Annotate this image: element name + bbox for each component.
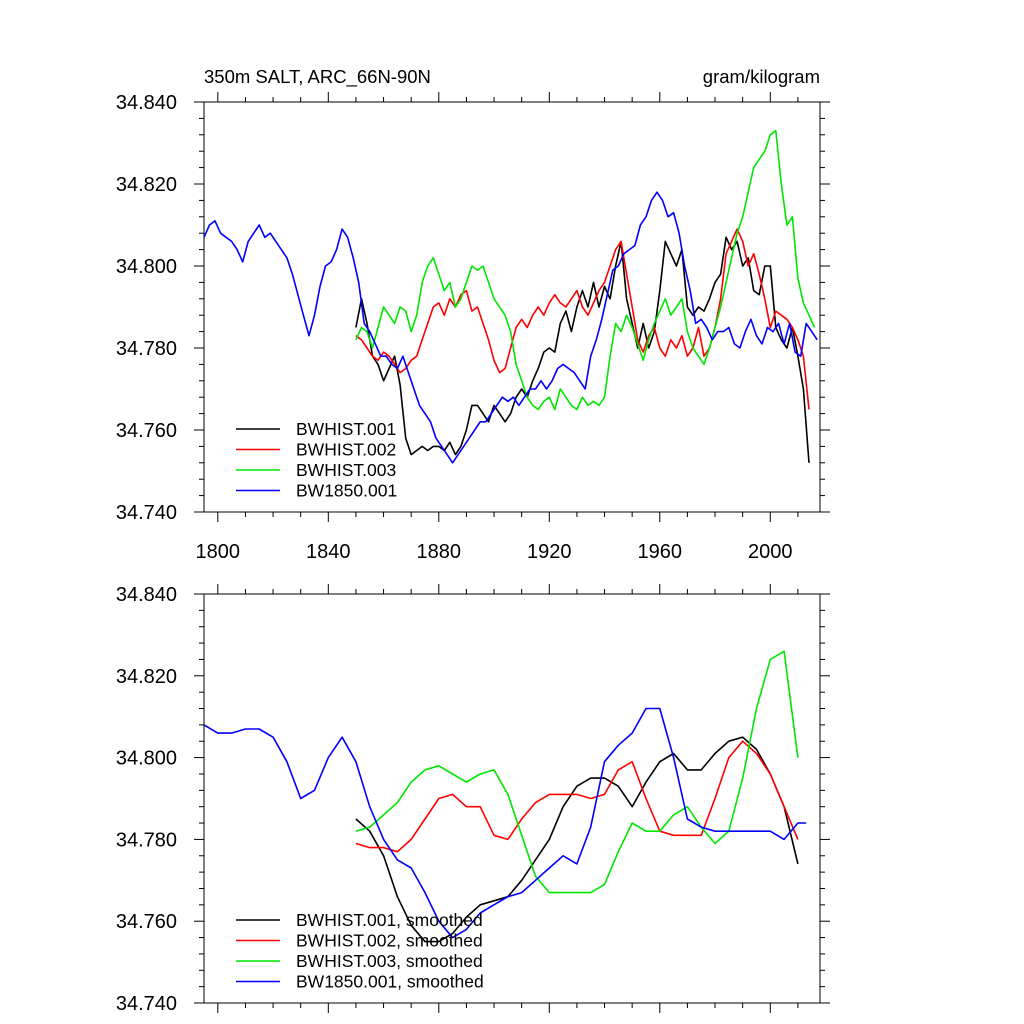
legend-label: BWHIST.001, smoothed [296, 910, 483, 930]
legend-label: BWHIST.003, smoothed [296, 951, 483, 971]
series-line-bwhist-003 [355, 129, 816, 411]
series-line-bwhist-001-smoothed [355, 736, 799, 943]
y-tick-label: 34.740 [116, 502, 177, 524]
series-line-bwhist-002-smoothed [355, 740, 799, 853]
plot-frame [203, 593, 821, 1004]
y-tick-label: 34.800 [116, 256, 177, 278]
plot-frame [203, 101, 821, 513]
top-title-left: 350m SALT, ARC_66N-90N [204, 66, 431, 88]
series-line-bwhist-001 [355, 236, 810, 463]
legend-label: BW1850.001 [296, 481, 397, 501]
legend-label: BWHIST.002 [296, 440, 396, 460]
x-tick-label: 2000 [748, 541, 793, 563]
top-title-right: gram/kilogram [703, 66, 820, 87]
legend-label: BWHIST.003 [296, 460, 396, 480]
legend-label: BWHIST.002, smoothed [296, 931, 483, 951]
series-line-bwhist-003-smoothed [355, 650, 799, 894]
y-tick-label: 34.780 [116, 338, 177, 360]
bottom-panel: 34.740 34.760 34.780 34.800 34.820 34.840 BWHI… [116, 584, 830, 1015]
y-tick-label: 34.740 [116, 993, 177, 1015]
legend-label: BW1850.001, smoothed [296, 972, 484, 992]
y-tick-label: 34.780 [116, 829, 177, 851]
y-tick-label: 34.840 [116, 92, 177, 114]
x-tick-label: 1960 [638, 541, 683, 563]
series-line-bw1850-001-smoothed [204, 707, 807, 939]
series-line-bw1850-001 [204, 191, 818, 464]
y-tick-label: 34.760 [116, 911, 177, 933]
series-line-bwhist-002 [355, 228, 810, 410]
y-tick-label: 34.820 [116, 174, 177, 196]
y-tick-label: 34.800 [116, 748, 177, 770]
x-tick-label: 1800 [196, 541, 241, 563]
top-panel: 1800 1840 1880 1920 1960 2000 34.740 34.760 34.7… [116, 92, 830, 563]
x-tick-label: 1920 [527, 541, 572, 563]
y-tick-label: 34.840 [116, 584, 177, 606]
x-tick-label: 1880 [417, 541, 462, 563]
x-tick-label: 1840 [306, 541, 351, 563]
y-tick-label: 34.760 [116, 420, 177, 442]
y-tick-label: 34.820 [116, 666, 177, 688]
legend-label: BWHIST.001 [296, 419, 396, 439]
